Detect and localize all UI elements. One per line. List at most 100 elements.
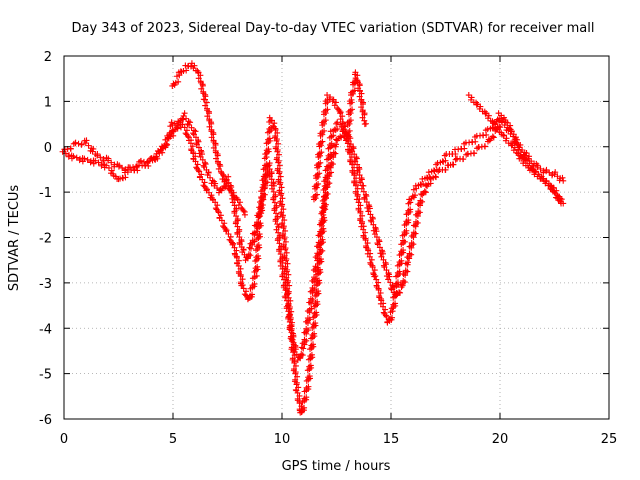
data-point [275, 178, 282, 185]
data-point [214, 152, 221, 159]
data-point [319, 138, 326, 145]
data-point [303, 394, 310, 401]
data-point [382, 306, 389, 313]
data-point [309, 284, 316, 291]
data-point [284, 291, 291, 298]
data-point [254, 252, 261, 259]
data-point [277, 262, 284, 269]
data-point [208, 120, 215, 127]
y-tick-label: 1 [44, 95, 52, 110]
y-tick-label: -3 [39, 277, 52, 292]
data-point [204, 107, 211, 114]
y-tick-label: -5 [39, 368, 52, 383]
data-point [280, 224, 287, 231]
data-point [313, 309, 320, 316]
data-point [290, 367, 297, 374]
data-point [560, 177, 567, 184]
y-axis-label: SDTVAR / TECUs [7, 185, 22, 292]
data-point [202, 96, 208, 103]
y-tick-label: -1 [39, 186, 52, 201]
axis-ticks: 0 5 10 15 20 25 -6 -5 -4 -3 -2 -1 0 1 2 [39, 50, 617, 447]
data-point [291, 378, 298, 385]
data-point [271, 199, 278, 206]
data-point [284, 260, 291, 267]
data-point [158, 143, 165, 150]
data-point [271, 134, 278, 141]
data-point [273, 210, 280, 217]
data-point [315, 180, 322, 187]
data-point [292, 346, 299, 353]
data-point [321, 200, 328, 207]
data-point [85, 142, 92, 149]
data-point [220, 173, 227, 180]
data-point [425, 169, 432, 176]
data-point [274, 237, 281, 244]
data-point [430, 167, 437, 174]
data-point [522, 152, 529, 159]
data-point [553, 187, 560, 194]
data-point [559, 174, 566, 181]
data-point [273, 137, 280, 144]
data-point [415, 208, 422, 215]
x-tick-label: 15 [383, 432, 400, 447]
data-point [489, 133, 496, 140]
data-point [314, 250, 321, 257]
data-point [283, 305, 290, 312]
data-point [534, 164, 541, 171]
data-point [347, 117, 354, 124]
data-point [353, 154, 360, 161]
data-point [356, 93, 363, 100]
data-point [202, 161, 209, 168]
data-point [281, 235, 288, 242]
data-point [394, 279, 401, 286]
x-tick-label: 25 [601, 432, 618, 447]
data-point [417, 197, 424, 204]
data-point [310, 341, 317, 348]
data-point [317, 159, 324, 166]
data-point [315, 288, 322, 295]
data-point [94, 152, 101, 159]
data-point [398, 257, 405, 264]
data-point [234, 217, 241, 224]
data-point [404, 259, 411, 266]
data-point [272, 193, 279, 200]
data-point [427, 175, 434, 182]
data-point [292, 362, 299, 369]
data-point [514, 136, 521, 143]
data-point [276, 189, 283, 196]
data-point [265, 146, 272, 153]
data-point [321, 127, 328, 134]
data-point [204, 113, 211, 120]
data-point [73, 154, 80, 161]
data-point [433, 174, 439, 181]
data-point [249, 237, 256, 244]
data-point [285, 271, 292, 278]
data-point [271, 123, 278, 130]
data-point [361, 117, 368, 124]
data-point [260, 190, 267, 197]
data-point [278, 203, 285, 210]
data-point [276, 234, 283, 241]
series-group [61, 110, 567, 363]
data-point [305, 383, 312, 390]
data-point [543, 168, 550, 175]
data-point [174, 125, 181, 132]
data-point [266, 135, 273, 142]
data-point [282, 287, 289, 294]
data-point [317, 256, 324, 263]
data-point [439, 158, 446, 165]
data-point [275, 159, 282, 166]
data-point [251, 280, 258, 287]
data-point [402, 267, 409, 274]
data-point [175, 78, 182, 85]
data-point [201, 159, 208, 166]
data-point [278, 210, 285, 217]
data-marks [59, 60, 567, 416]
data-point [307, 362, 314, 369]
data-point [282, 294, 289, 301]
data-point [314, 298, 321, 305]
data-point [505, 127, 512, 134]
data-point [206, 110, 213, 117]
data-point [324, 178, 331, 185]
data-point [285, 308, 292, 315]
